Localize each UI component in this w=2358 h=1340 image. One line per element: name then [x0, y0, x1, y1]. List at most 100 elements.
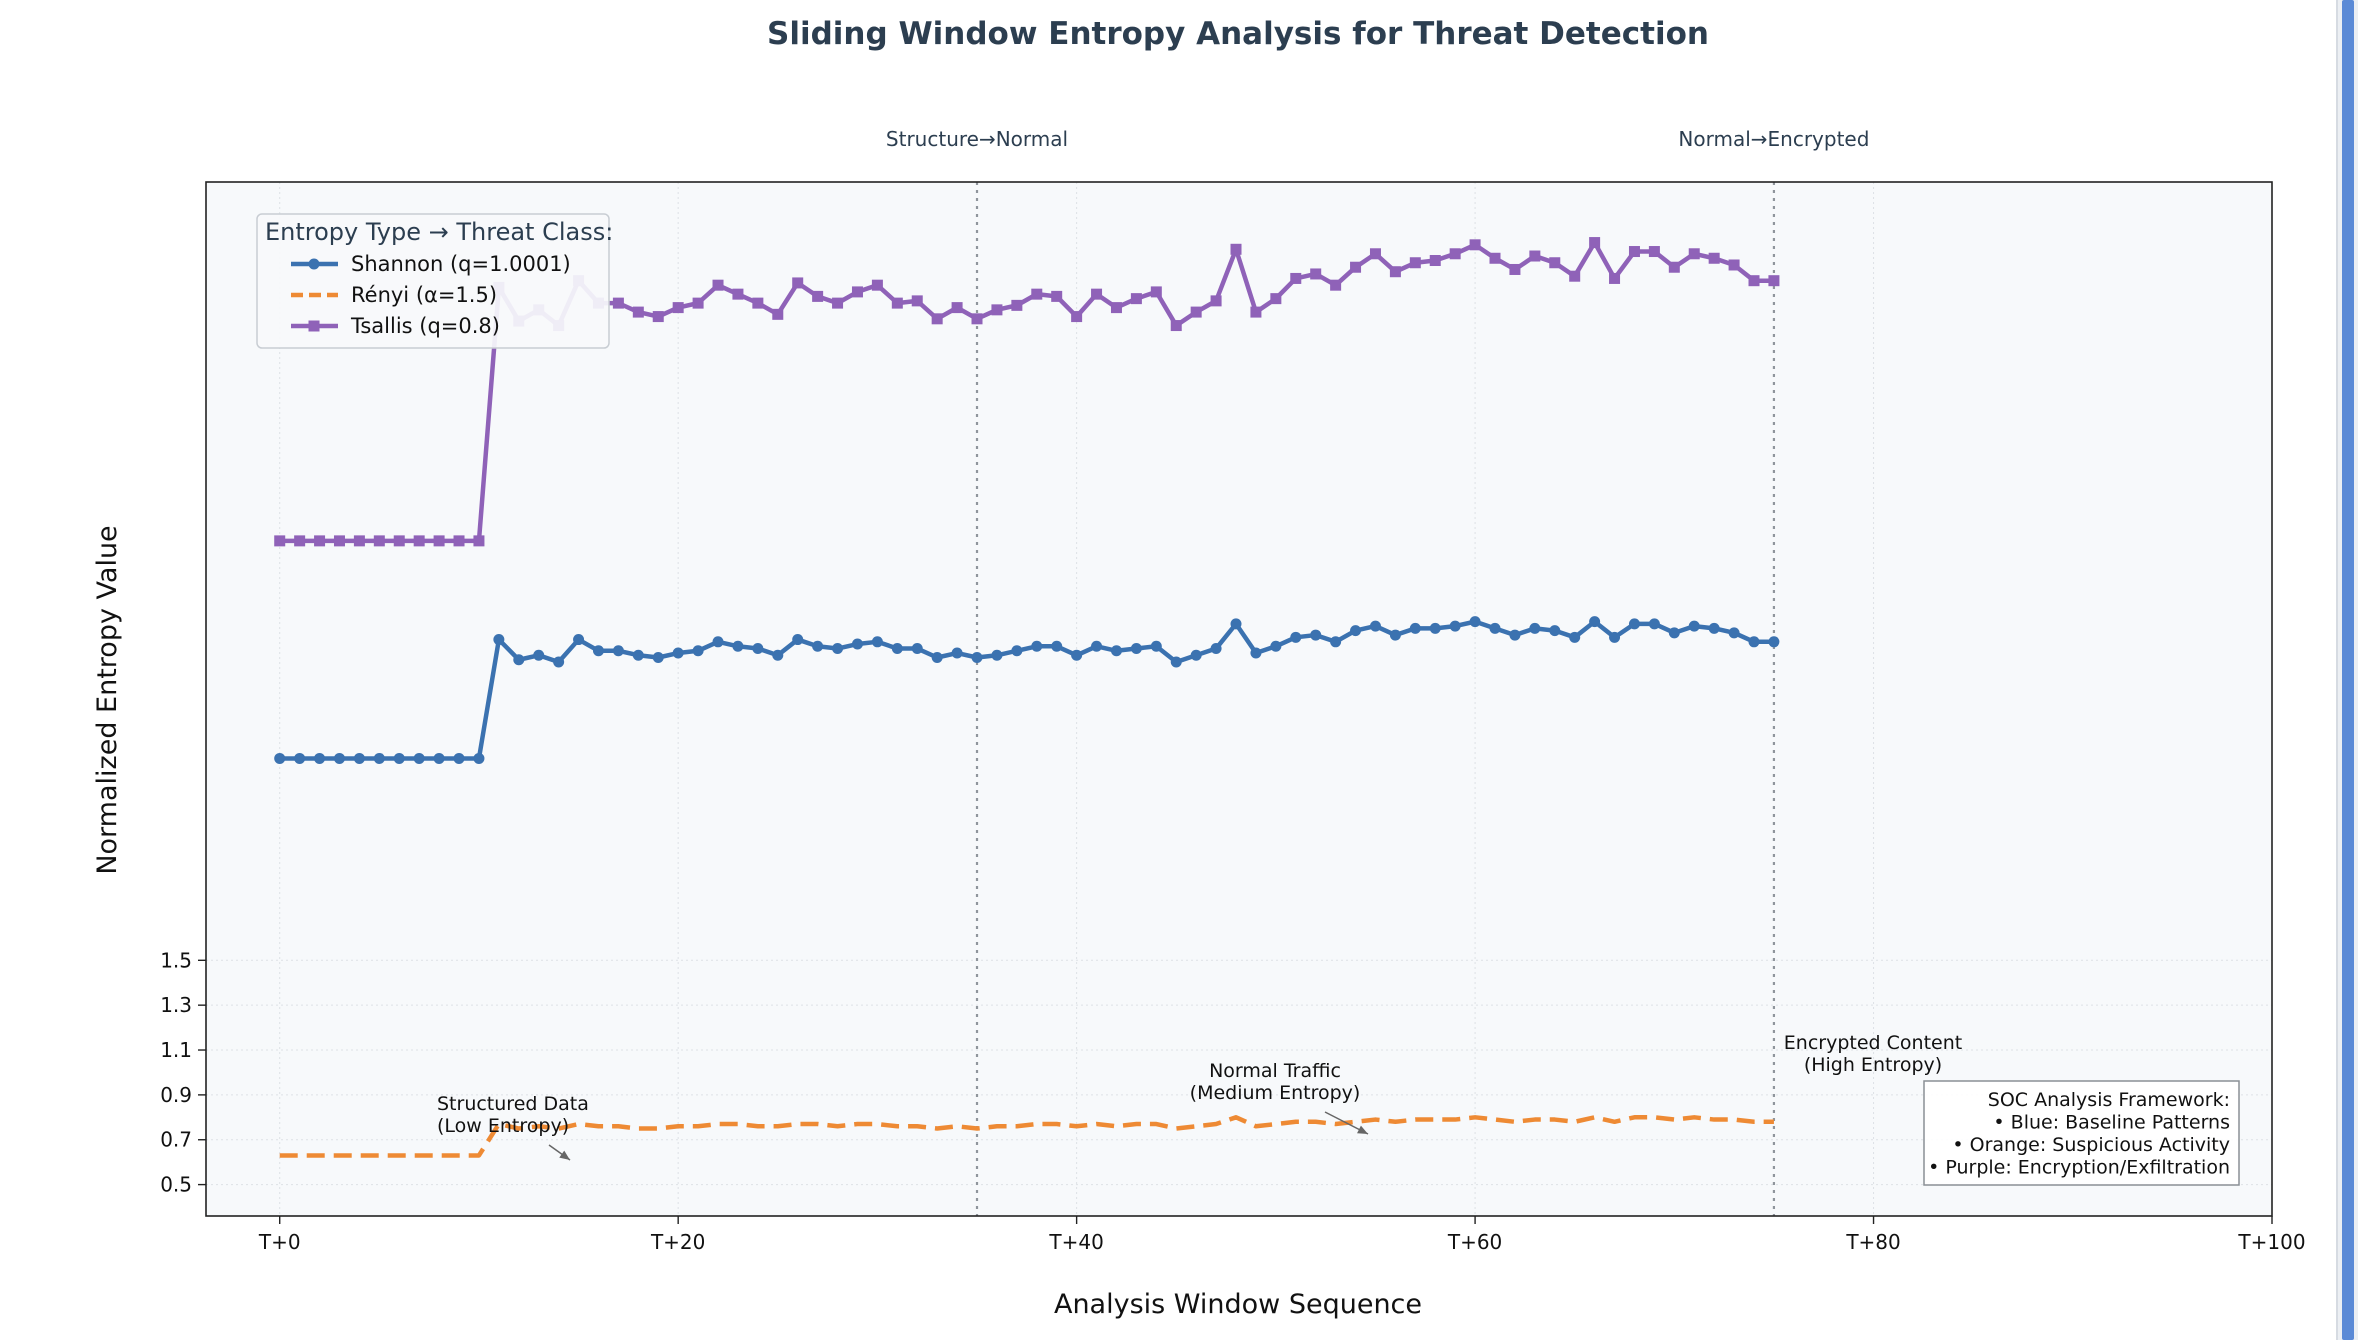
series-point: [1290, 631, 1302, 643]
series-point: [1409, 257, 1421, 269]
series-point: [832, 297, 844, 309]
series-point: [1110, 302, 1122, 314]
series-point: [672, 647, 684, 659]
series-point: [333, 535, 345, 547]
series-point: [274, 535, 286, 547]
series-point: [971, 313, 983, 325]
series-point: [1051, 290, 1063, 302]
legend-label-0: Shannon (q=1.0001): [351, 252, 571, 276]
annotation-text: (Low Entropy): [437, 1115, 569, 1137]
series-point: [1449, 620, 1461, 632]
series-point: [1449, 248, 1461, 260]
series-point: [353, 752, 365, 764]
info-box-frame: [1923, 1080, 2240, 1186]
window-scrollbar[interactable]: [2336, 0, 2358, 1340]
series-point: [314, 752, 326, 764]
annotation-text: Normal Traffic: [1209, 1060, 1341, 1082]
series-point: [433, 752, 445, 764]
series-point: [1091, 640, 1103, 652]
legend-label-2: Tsallis (q=0.8): [350, 314, 500, 338]
series-point: [1609, 272, 1621, 284]
series-point: [1768, 275, 1780, 287]
series-point: [553, 656, 565, 668]
series-line-0: [279, 619, 1774, 761]
series-point: [732, 288, 744, 300]
series-point: [1429, 622, 1441, 634]
series-point: [891, 297, 903, 309]
series-point: [373, 752, 385, 764]
series-point: [871, 279, 883, 291]
scrollbar-thumb[interactable]: [2342, 0, 2354, 1340]
y-axis-label: Normalized Entropy Value: [92, 525, 123, 874]
plot-area: [206, 182, 2272, 1216]
series-point: [652, 652, 664, 664]
series-point: [1549, 625, 1561, 637]
legend-box: [256, 213, 610, 349]
x-tick-label: T+80: [1845, 1230, 1900, 1254]
series-point: [1031, 288, 1043, 300]
transition-markers: Structure→Normal Normal→Encrypted: [886, 127, 1869, 1216]
info-line: SOC Analysis Framework:: [1988, 1089, 2230, 1111]
series-point: [1389, 266, 1401, 278]
series-point: [792, 277, 804, 289]
series-point: [1250, 647, 1262, 659]
series-point: [1609, 631, 1621, 643]
y-tick-label: 1.5: [160, 948, 192, 972]
series-point: [1728, 259, 1740, 271]
x-tick-label: T+20: [650, 1230, 705, 1254]
info-line: • Blue: Baseline Patterns: [1993, 1112, 2230, 1134]
series-point: [1708, 252, 1720, 264]
series-point: [732, 640, 744, 652]
y-tick-label: 0.5: [160, 1173, 192, 1197]
series-point: [1091, 288, 1103, 300]
series-point: [812, 290, 824, 302]
info-box: SOC Analysis Framework:• Blue: Baseline …: [1923, 1080, 2240, 1186]
series-point: [1569, 270, 1581, 282]
series-point: [1469, 616, 1481, 628]
series-point: [1429, 255, 1441, 267]
series-point: [1628, 618, 1640, 630]
series-point: [951, 302, 963, 314]
series-point: [1369, 620, 1381, 632]
series-point: [433, 535, 445, 547]
series-point: [1270, 640, 1282, 652]
annotation-arrowhead: [1357, 1125, 1368, 1134]
series-point: [1190, 306, 1202, 318]
series-point: [1290, 272, 1302, 284]
series-point: [1210, 643, 1222, 655]
series-point: [1748, 275, 1760, 287]
series-point: [373, 535, 385, 547]
legend: Entropy Type → Threat Class: Shannon (q=…: [256, 213, 613, 349]
series-point: [1150, 640, 1162, 652]
series-point: [851, 286, 863, 298]
series-point: [1628, 246, 1640, 258]
annotation-arrowhead: [559, 1150, 570, 1160]
series-point: [1230, 243, 1242, 255]
series-point: [1130, 643, 1142, 655]
series-point: [573, 634, 585, 646]
annotations: Structured Data(Low Entropy) Normal Traff…: [437, 1032, 1962, 1161]
series-point: [1170, 320, 1182, 332]
annotation-text: Encrypted Content: [1784, 1032, 1962, 1054]
y-tick-label: 1.3: [160, 993, 192, 1017]
series-point: [1310, 629, 1322, 641]
series-point: [592, 645, 604, 657]
series-point: [792, 634, 804, 646]
y-axis-ticks: 0.5 0.7 0.9 1.1 1.3 1.5: [160, 948, 206, 1197]
legend-marker: [308, 320, 320, 332]
series-point: [1409, 622, 1421, 634]
series-point: [1330, 279, 1342, 291]
series-point: [991, 649, 1003, 661]
series-point: [1529, 250, 1541, 262]
series-point: [832, 643, 844, 655]
x-axis-ticks: T+0 T+20 T+40 T+60 T+80 T+100: [258, 1216, 2306, 1254]
series-point: [1230, 618, 1242, 630]
series-point: [652, 311, 664, 323]
info-line: • Orange: Suspicious Activity: [1952, 1134, 2230, 1156]
series-point: [911, 295, 923, 307]
series-point: [1529, 622, 1541, 634]
series-point: [453, 535, 465, 547]
series-point: [1071, 649, 1083, 661]
series-point: [692, 297, 704, 309]
